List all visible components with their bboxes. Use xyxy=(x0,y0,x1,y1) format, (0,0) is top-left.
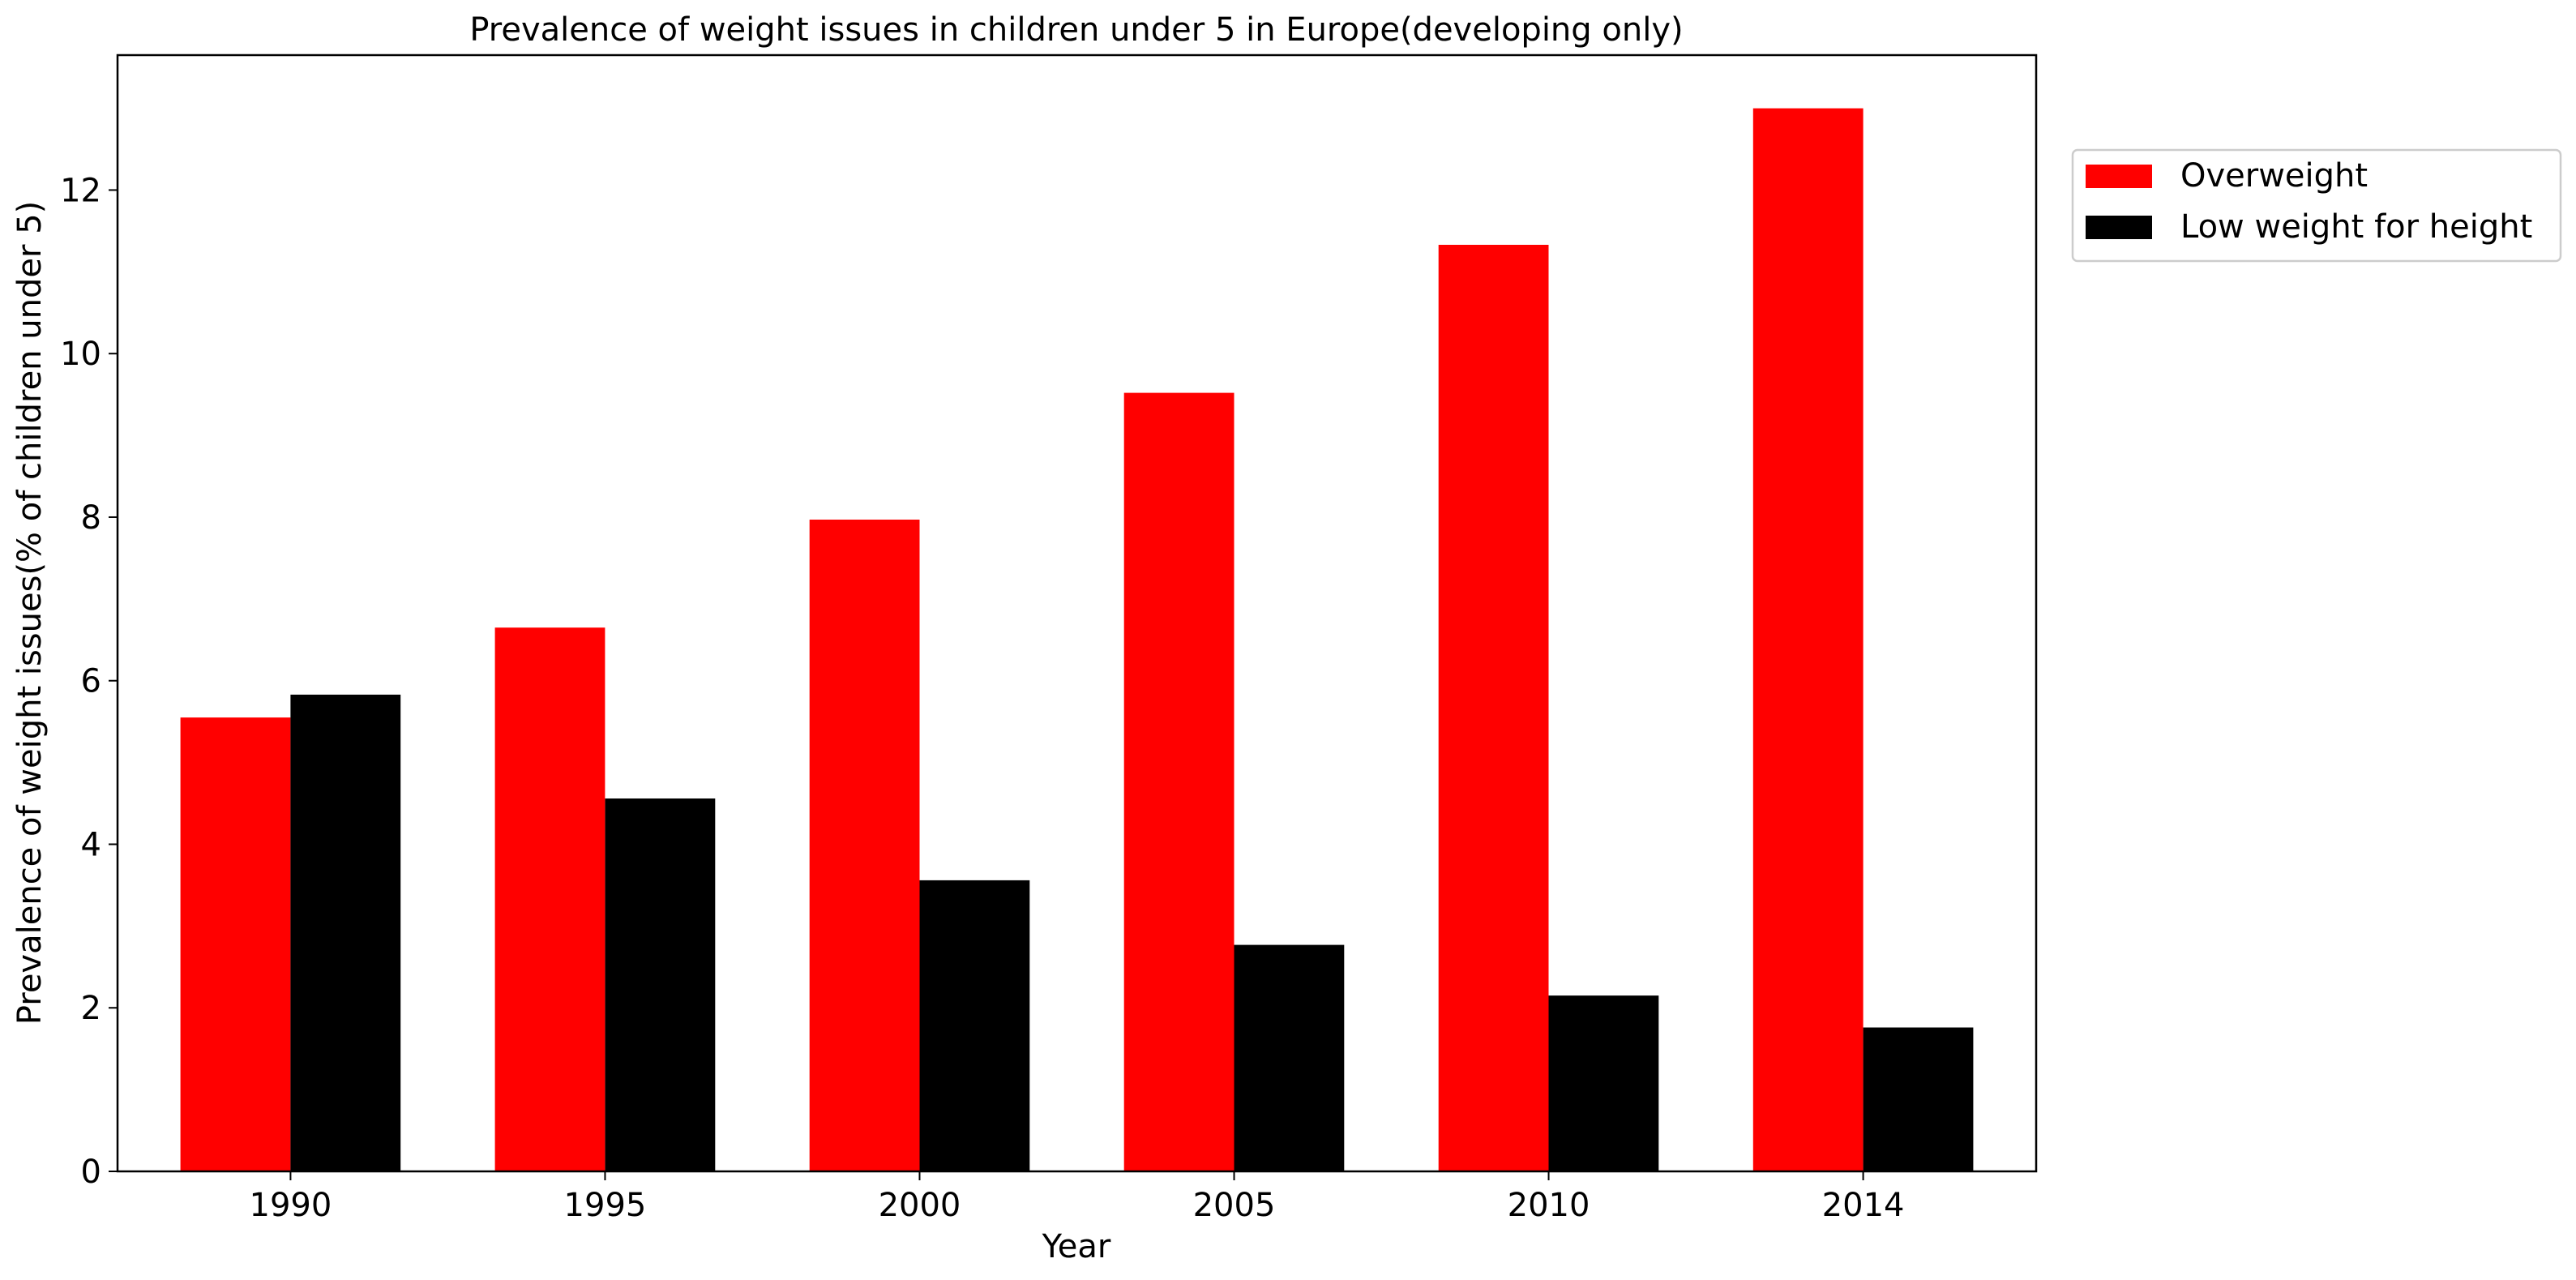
y-tick-label: 12 xyxy=(60,172,101,209)
bar-low-weight-for-height-1995 xyxy=(605,798,716,1171)
x-tick-label: 1995 xyxy=(564,1187,647,1224)
plot-area xyxy=(180,108,1974,1172)
x-tick-label: 2000 xyxy=(879,1187,961,1224)
bar-overweight-2000 xyxy=(809,520,920,1171)
bar-low-weight-for-height-2010 xyxy=(1548,995,1659,1171)
plot-frame xyxy=(116,54,2038,1173)
bar-overweight-1995 xyxy=(494,627,605,1171)
y-axis-label: Prevalence of weight issues(% of childre… xyxy=(11,201,49,1025)
x-axis-label: Year xyxy=(1042,1228,1111,1265)
legend: Overweight Low weight for height xyxy=(2071,148,2562,263)
x-tick-label: 1990 xyxy=(250,1187,332,1224)
y-tick-label: 2 xyxy=(81,990,101,1027)
y-tick-label: 4 xyxy=(81,826,101,863)
legend-swatch xyxy=(2086,216,2152,239)
x-tick-label: 2005 xyxy=(1193,1187,1276,1224)
bar-overweight-1990 xyxy=(180,717,291,1171)
y-tick-label: 0 xyxy=(81,1154,101,1191)
legend-label: Low weight for height xyxy=(2180,208,2532,246)
legend-swatch xyxy=(2086,165,2152,188)
bar-overweight-2005 xyxy=(1123,392,1235,1172)
y-axis-ticks: 0 2 4 6 8 10 12 xyxy=(60,172,118,1191)
legend-frame xyxy=(2071,148,2562,263)
bar-overweight-2014 xyxy=(1752,108,1864,1172)
bar-low-weight-for-height-2014 xyxy=(1863,1027,1974,1171)
x-tick-label: 2014 xyxy=(1822,1187,1905,1224)
bar-overweight-2010 xyxy=(1438,245,1549,1171)
bar-low-weight-for-height-2000 xyxy=(919,880,1030,1171)
legend-label: Overweight xyxy=(2180,157,2368,195)
x-tick-label: 2010 xyxy=(1508,1187,1590,1224)
y-tick-label: 6 xyxy=(81,663,101,700)
y-tick-label: 10 xyxy=(60,336,101,373)
bar-low-weight-for-height-1990 xyxy=(290,694,401,1171)
x-axis-ticks: 1990 1995 2000 2005 2010 2014 xyxy=(250,1171,1905,1224)
y-tick-label: 8 xyxy=(81,499,101,537)
bar-low-weight-for-height-2005 xyxy=(1234,944,1345,1171)
chart-title: Prevalence of weight issues in children … xyxy=(469,11,1683,49)
